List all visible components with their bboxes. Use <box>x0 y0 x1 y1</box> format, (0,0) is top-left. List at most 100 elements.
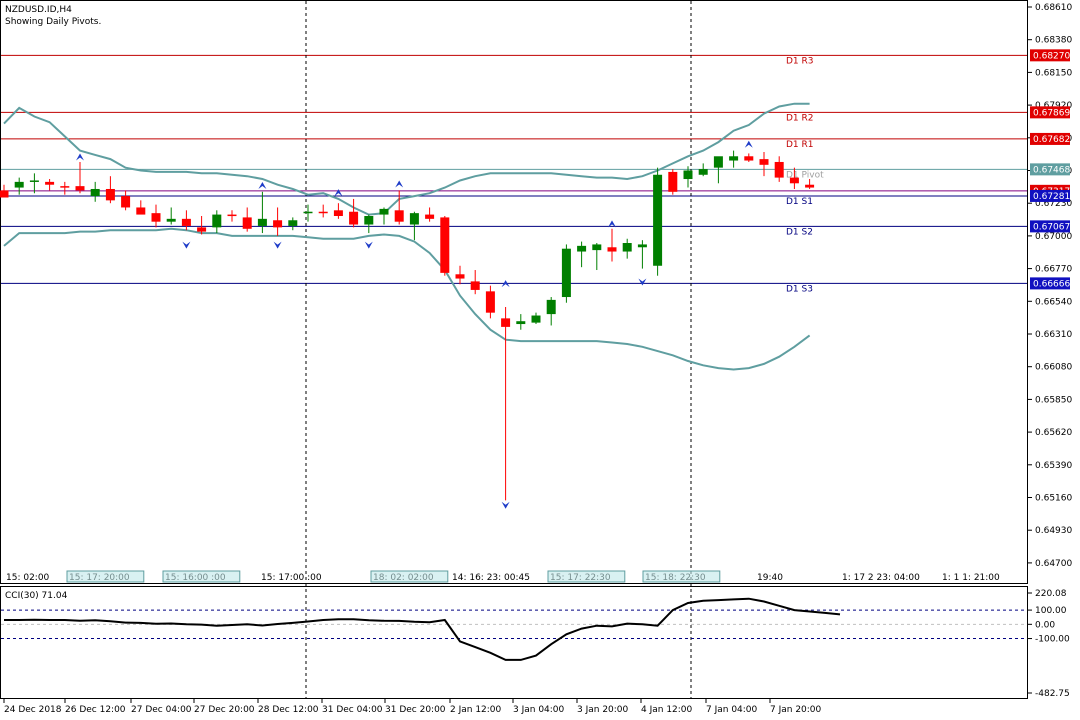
session-label: 1: 17 2 23: 04:00 <box>842 573 920 583</box>
time-label: 24 Dec 2018 <box>4 705 62 715</box>
candle-body <box>653 174 663 266</box>
pivot-label: D1 R3 <box>786 56 814 66</box>
pivot-label: D1 S2 <box>786 227 813 237</box>
cci-title: CCI(30) 71.04 <box>5 591 68 601</box>
time-label: 2 Jan 12:00 <box>450 705 502 715</box>
cci-axis-label: -482.75 <box>1035 689 1070 699</box>
pivot-lines: D1 R3 D1 R2 D1 R1 D1 Pivot D1 S1 D1 S2 D1 S3 <box>1 54 1027 294</box>
candle-body <box>273 220 283 228</box>
fractal-down-marker <box>501 501 510 509</box>
day-separators <box>305 1 692 698</box>
candle-body <box>607 247 617 252</box>
candle-body <box>0 190 9 198</box>
time-label: 4 Jan 12:00 <box>641 705 693 715</box>
bollinger-lower <box>3 227 811 371</box>
time-label: 31 Dec 20:00 <box>385 705 446 715</box>
time-label: 3 Jan 04:00 <box>513 705 565 715</box>
price-tag-label: 0.67067 <box>1033 222 1070 232</box>
pivot-label: D1 R1 <box>786 140 814 150</box>
time-label: 28 Dec 12:00 <box>258 705 319 715</box>
candle-body <box>577 245 587 252</box>
candle-body <box>60 186 70 188</box>
candle-body <box>242 217 252 229</box>
fractal-up-marker <box>744 140 753 148</box>
time-label: 26 Dec 12:00 <box>65 705 126 715</box>
session-box <box>162 570 241 583</box>
session-box <box>370 570 449 583</box>
candle-body <box>592 244 602 251</box>
candle-body <box>683 170 693 180</box>
cci-line <box>4 597 841 661</box>
price-tag <box>1030 220 1070 233</box>
price-label: 0.66080 <box>1035 363 1072 373</box>
fractal-down-marker <box>364 241 373 249</box>
fractal-up-marker <box>501 280 510 288</box>
candle-body <box>501 318 511 327</box>
price-tag-label: 0.67869 <box>1033 108 1070 118</box>
candle-body <box>318 211 328 214</box>
fractal-up-marker <box>334 189 343 197</box>
candle-body <box>303 211 313 214</box>
time-label: 27 Dec 04:00 <box>131 705 192 715</box>
time-label: 27 Dec 20:00 <box>194 705 255 715</box>
candle-body <box>288 220 298 226</box>
pivot-subtitle: Showing Daily Pivots. <box>5 17 101 27</box>
price-label: 0.67000 <box>1035 232 1072 242</box>
price-label: 0.64700 <box>1035 559 1072 569</box>
candle-body <box>409 213 419 225</box>
fractal-down-marker <box>182 241 191 249</box>
price-tags: 0.682700.678690.676820.674680.673170.672… <box>1030 49 1070 290</box>
price-label: 0.68610 <box>1035 3 1072 13</box>
candle-body <box>698 169 708 175</box>
session-label: 15: 17:00 :00 <box>261 573 322 583</box>
fractal-up-marker <box>608 220 616 228</box>
candle-body <box>257 218 267 226</box>
candle-body <box>136 207 146 215</box>
candle-body <box>105 188 115 201</box>
candle-body <box>425 214 435 219</box>
session-label: 15: 02:00 <box>6 573 50 583</box>
candle-body <box>622 243 632 252</box>
price-label: 0.66770 <box>1035 265 1072 275</box>
candle-body <box>561 248 571 298</box>
candle-body <box>774 161 784 178</box>
price-label: 0.64930 <box>1035 526 1072 536</box>
candle-body <box>744 156 754 161</box>
cci-axis-label: -100.00 <box>1035 635 1070 645</box>
time-label: 31 Dec 04:00 <box>322 705 383 715</box>
pivot-label: D1 S3 <box>786 284 813 294</box>
cci-panel[interactable] <box>0 586 1028 699</box>
session-label: 1: 1 1: 21:00 <box>942 573 1000 583</box>
candle-body <box>759 159 769 165</box>
candle-body <box>729 156 739 161</box>
candle-body <box>227 214 237 217</box>
price-label: 0.65620 <box>1035 428 1072 438</box>
price-tag-label: 0.68270 <box>1033 51 1070 61</box>
price-label: 0.67230 <box>1035 199 1072 209</box>
price-panel[interactable] <box>0 0 1028 584</box>
price-tag <box>1030 49 1070 62</box>
candle-body <box>212 214 222 228</box>
candle-body <box>379 208 389 215</box>
candle-body <box>470 281 480 290</box>
candle-body <box>181 218 191 226</box>
candle-body <box>455 274 465 279</box>
price-label: 0.66310 <box>1035 330 1072 340</box>
session-box <box>66 570 145 583</box>
bollinger-bands <box>3 102 811 371</box>
cci-axis-label: 0.00 <box>1035 620 1055 630</box>
cci-axis-label: 220.08 <box>1035 589 1067 599</box>
price-tag-label: 0.67281 <box>1033 192 1070 202</box>
candle-body <box>394 210 404 222</box>
fractal-markers <box>76 140 753 509</box>
price-tag <box>1030 277 1070 290</box>
candle-body <box>805 184 815 188</box>
candle-body <box>333 210 343 216</box>
price-tag-label: 0.67682 <box>1033 135 1070 145</box>
candle-body <box>197 227 207 232</box>
candle-body <box>121 196 131 208</box>
price-tag-label: 0.67468 <box>1033 165 1070 175</box>
candle-body <box>75 186 85 191</box>
candle-body <box>668 171 678 192</box>
